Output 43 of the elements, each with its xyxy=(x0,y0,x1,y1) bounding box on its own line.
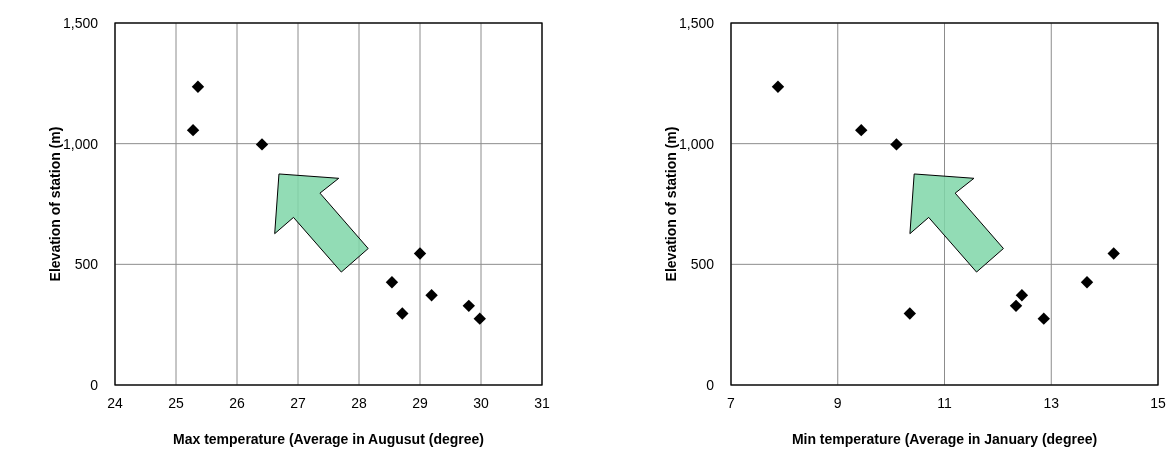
point xyxy=(186,123,200,137)
y-tick-label: 1,500 xyxy=(678,15,715,31)
point xyxy=(1015,289,1029,302)
y-tick-label: 500 xyxy=(74,256,99,273)
y-tick-label: 1,000 xyxy=(678,135,715,152)
point xyxy=(396,307,409,320)
point xyxy=(255,138,269,151)
y-axis-title: Elevation of station (m) xyxy=(663,126,679,282)
x-axis-title: Min temperature (Average in January (degree) xyxy=(791,431,1098,447)
point xyxy=(425,289,438,302)
point xyxy=(385,275,399,289)
x-tick-label: 7 xyxy=(727,395,736,411)
point xyxy=(771,80,785,93)
x-tick-label: 15 xyxy=(1150,395,1166,411)
y-tick-label: 0 xyxy=(706,377,715,393)
point xyxy=(1009,299,1023,313)
x-axis-title: Max temperature (Average in Augusut (degree) xyxy=(173,431,484,447)
x-tick-label: 26 xyxy=(229,395,245,411)
y-tick-label: 500 xyxy=(690,256,715,273)
point xyxy=(855,123,868,137)
x-tick-label: 27 xyxy=(290,395,306,411)
x-tick-label: 13 xyxy=(1043,395,1060,411)
point xyxy=(473,312,486,325)
y-tick-label: 1,000 xyxy=(62,135,99,152)
y-tick-label: 1,500 xyxy=(62,15,99,31)
point xyxy=(191,80,205,93)
point xyxy=(903,307,917,320)
x-tick-label: 11 xyxy=(937,395,952,411)
x-tick-label: 29 xyxy=(412,395,428,411)
x-tick-label: 24 xyxy=(107,395,123,411)
point xyxy=(413,247,427,260)
point xyxy=(1080,275,1094,289)
y-tick-label: 0 xyxy=(90,377,99,393)
point xyxy=(462,299,475,313)
x-tick-label: 25 xyxy=(168,395,184,411)
point xyxy=(1037,312,1050,325)
x-tick-label: 28 xyxy=(351,395,367,411)
point xyxy=(890,138,903,151)
x-tick-label: 30 xyxy=(473,395,489,411)
x-tick-label: 9 xyxy=(833,395,842,411)
x-tick-label: 31 xyxy=(534,395,550,411)
point xyxy=(1107,247,1120,260)
y-axis-title: Elevation of station (m) xyxy=(47,126,63,282)
